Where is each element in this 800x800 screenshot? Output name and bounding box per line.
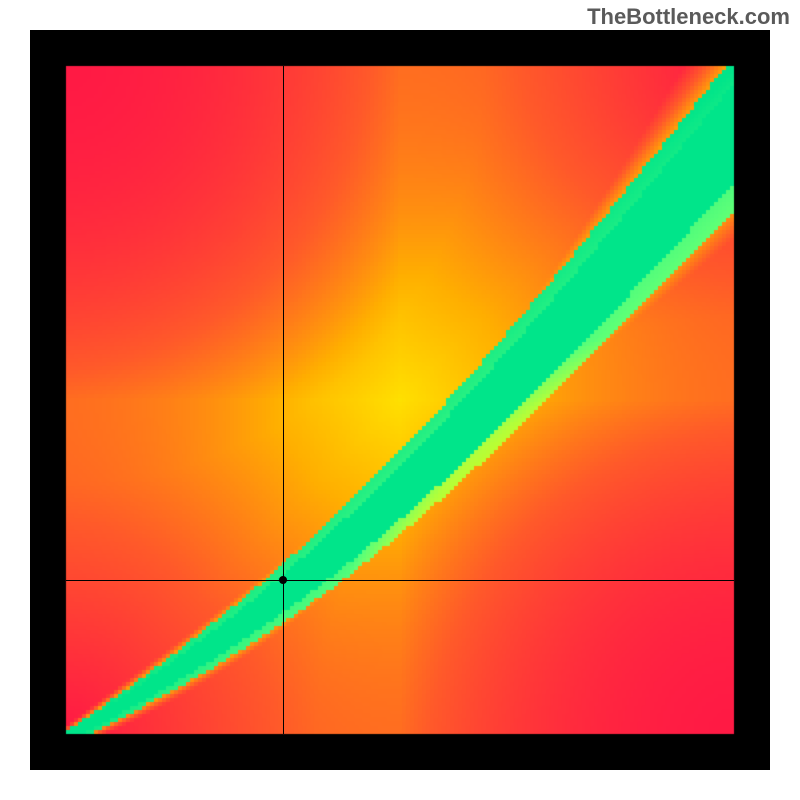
crosshair-horizontal: [66, 580, 734, 581]
chart-frame: [30, 30, 770, 770]
heatmap-canvas: [30, 30, 770, 770]
crosshair-vertical: [283, 66, 284, 734]
chart-container: TheBottleneck.com: [0, 0, 800, 800]
attribution-label: TheBottleneck.com: [587, 4, 790, 30]
marker-dot: [279, 576, 287, 584]
